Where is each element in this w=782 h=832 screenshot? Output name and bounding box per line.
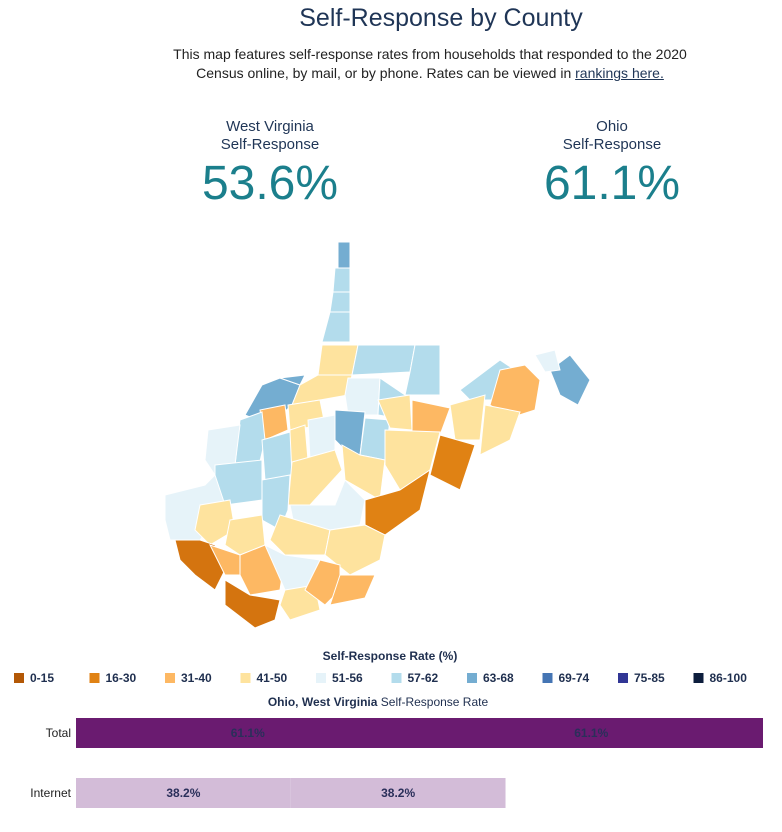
stat-value: 53.6% bbox=[201, 157, 339, 210]
legend-label: 69-74 bbox=[559, 671, 590, 685]
legend-swatch bbox=[467, 673, 477, 683]
county[interactable] bbox=[344, 377, 381, 416]
county[interactable] bbox=[429, 434, 476, 491]
county[interactable] bbox=[317, 344, 359, 376]
chart-title-rest: Self-Response Rate bbox=[381, 695, 489, 709]
county[interactable] bbox=[279, 374, 306, 386]
stat-label: Ohio bbox=[596, 118, 628, 135]
bar-segment bbox=[290, 778, 506, 808]
county[interactable] bbox=[404, 344, 441, 396]
county[interactable] bbox=[384, 429, 441, 491]
rankings-link[interactable]: rankings here. bbox=[575, 65, 664, 81]
bar-chart: Total 61.1% 61.1% Internet 38.2% 38.2% bbox=[30, 718, 763, 808]
map-legend: 0-15 16-30 31-40 41-50 51-56 57-62 63-68 69-74 7… bbox=[14, 671, 747, 685]
legend-label: 86-100 bbox=[710, 671, 748, 685]
stat-label: Self-Response bbox=[562, 136, 662, 153]
legend-label: 63-68 bbox=[483, 671, 514, 685]
description: This map features self-response rates fr… bbox=[130, 45, 730, 83]
legend-label: 0-15 bbox=[30, 671, 54, 685]
legend-swatch bbox=[693, 673, 704, 683]
legend-swatch bbox=[542, 673, 553, 683]
county[interactable] bbox=[332, 267, 351, 293]
stat-label: West Virginia bbox=[226, 118, 314, 135]
county[interactable] bbox=[329, 574, 376, 606]
county[interactable] bbox=[411, 399, 451, 436]
legend-label: 41-50 bbox=[257, 671, 288, 685]
description-line: This map features self-response rates fr… bbox=[173, 46, 687, 62]
county[interactable] bbox=[351, 344, 416, 376]
bar-segment bbox=[419, 718, 763, 748]
county[interactable] bbox=[329, 291, 351, 313]
bar-segment bbox=[76, 778, 291, 808]
county[interactable] bbox=[174, 539, 226, 591]
legend-swatch bbox=[618, 673, 628, 683]
county[interactable] bbox=[337, 241, 351, 269]
legend-swatch bbox=[14, 673, 24, 683]
county[interactable] bbox=[194, 499, 236, 546]
description-line: Census online, by mail, or by phone. Rat… bbox=[130, 64, 730, 83]
county[interactable] bbox=[269, 514, 331, 556]
value-label: 61.1% bbox=[574, 726, 608, 740]
stat-value: 61.1% bbox=[543, 157, 681, 210]
chart-title: Ohio, West Virginia Self-Response Rate bbox=[268, 695, 489, 709]
legend-label: 51-56 bbox=[332, 671, 363, 685]
map-legend-title: Self-Response Rate (%) bbox=[323, 649, 458, 663]
county[interactable] bbox=[534, 349, 561, 373]
legend-label: 57-62 bbox=[408, 671, 439, 685]
county[interactable] bbox=[321, 311, 351, 343]
county[interactable] bbox=[224, 579, 281, 629]
value-label: 38.2% bbox=[166, 786, 200, 800]
county[interactable] bbox=[489, 364, 541, 419]
y-tick-label: Total bbox=[46, 726, 71, 740]
county-map bbox=[164, 241, 591, 629]
legend-swatch bbox=[316, 673, 326, 683]
legend-swatch bbox=[391, 673, 402, 683]
legend-label: 16-30 bbox=[106, 671, 137, 685]
stat-label: Self-Response bbox=[220, 136, 320, 153]
counties bbox=[164, 241, 591, 629]
bar-segment bbox=[76, 718, 420, 748]
legend-label: 75-85 bbox=[634, 671, 665, 685]
chart-title-bold: Ohio, West Virginia bbox=[268, 695, 378, 709]
county[interactable] bbox=[261, 431, 293, 481]
legend-swatch bbox=[240, 673, 251, 683]
county[interactable] bbox=[479, 404, 521, 456]
description-text: Census online, by mail, or by phone. Rat… bbox=[196, 65, 572, 81]
lower-panel: Self-Response Rate (%) 0-15 16-30 31-40 41-… bbox=[14, 649, 763, 808]
stat-block: West Virginia Self-Response 53.6% bbox=[140, 118, 400, 211]
county[interactable] bbox=[324, 524, 386, 576]
stat-block: Ohio Self-Response 61.1% bbox=[482, 118, 742, 211]
value-label: 61.1% bbox=[231, 726, 265, 740]
page-title: Self-Response by County bbox=[299, 4, 583, 32]
county[interactable] bbox=[449, 394, 486, 441]
value-label: 38.2% bbox=[381, 786, 415, 800]
legend-swatch bbox=[165, 673, 175, 683]
legend-label: 31-40 bbox=[181, 671, 212, 685]
county[interactable] bbox=[341, 444, 386, 501]
legend-swatch bbox=[89, 673, 100, 683]
y-tick-label: Internet bbox=[30, 786, 71, 800]
county[interactable] bbox=[549, 354, 591, 406]
